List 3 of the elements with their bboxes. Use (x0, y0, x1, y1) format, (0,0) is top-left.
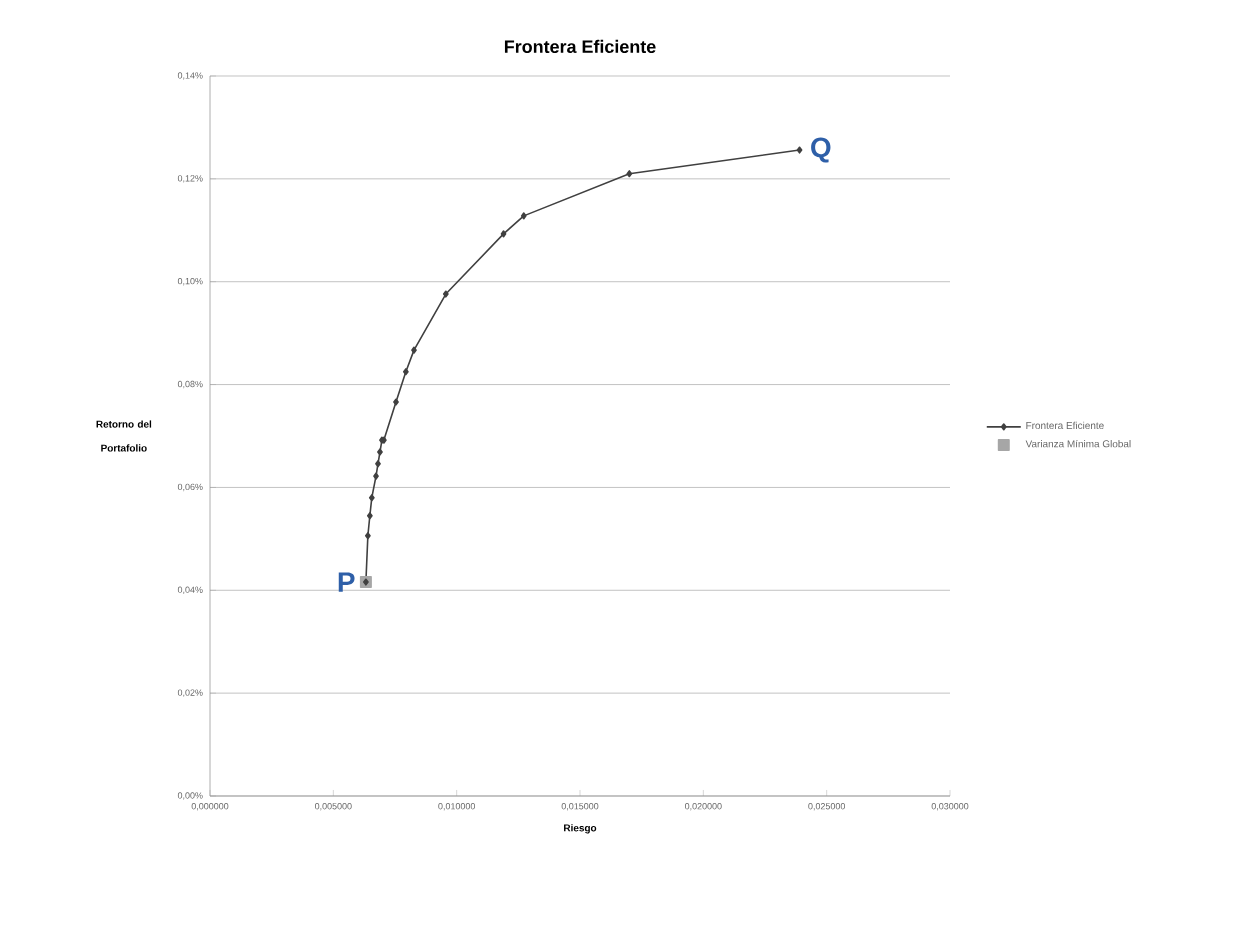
annotation: Q (811, 137, 831, 163)
annotation: P (338, 572, 355, 592)
chart-title: Frontera Eficiente (504, 39, 656, 54)
